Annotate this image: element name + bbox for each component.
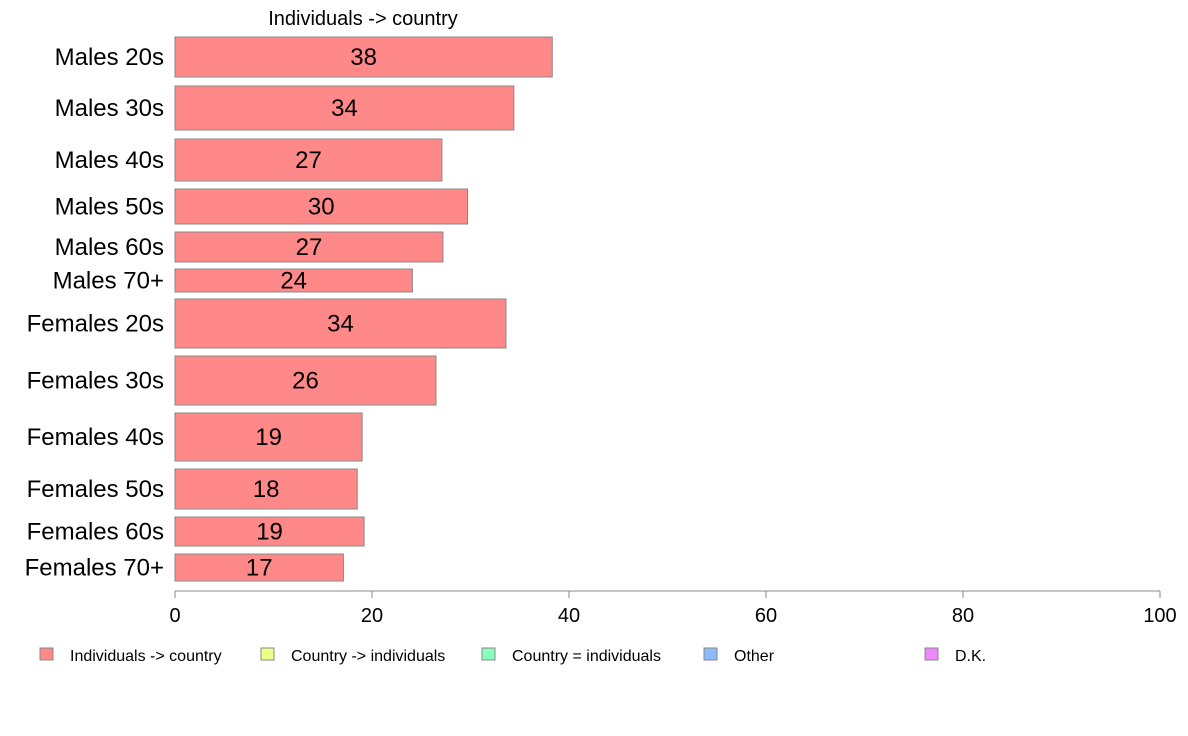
bar xyxy=(174,355,437,406)
bar-value-label: 26 xyxy=(292,368,319,395)
category-label: Males 20s xyxy=(55,44,164,71)
legend-label: Other xyxy=(734,648,775,665)
x-tick-label: 80 xyxy=(952,605,974,627)
category-label: Females 40s xyxy=(27,424,164,451)
bars-group: 38 Males 20s 34 Males 30s 27 Males 40s 30 Males… xyxy=(25,36,553,582)
bar-value-label: 18 xyxy=(253,476,280,503)
chart-title: Individuals -> country xyxy=(268,8,458,30)
legend: Individuals -> country Country -> individ… xyxy=(39,647,986,665)
x-tick-label: 40 xyxy=(558,605,580,627)
legend-label: Country -> individuals xyxy=(291,648,445,665)
bar xyxy=(174,36,553,78)
legend-swatch xyxy=(481,647,496,661)
category-label: Females 60s xyxy=(27,519,164,546)
bar xyxy=(174,412,363,462)
bar-value-label: 34 xyxy=(331,95,358,122)
bar xyxy=(174,231,444,263)
bar-value-label: 24 xyxy=(280,268,307,295)
x-tick-label: 100 xyxy=(1143,605,1176,627)
category-label: Males 70+ xyxy=(53,268,164,295)
bar-value-label: 19 xyxy=(256,519,283,546)
bar xyxy=(174,188,469,225)
bar-value-label: 27 xyxy=(296,234,323,261)
bar xyxy=(174,138,443,182)
category-label: Females 70+ xyxy=(25,555,164,582)
bar xyxy=(174,516,365,547)
bar xyxy=(174,268,413,293)
bar-value-label: 19 xyxy=(255,424,282,451)
legend-swatch xyxy=(39,647,54,661)
legend-swatch xyxy=(924,647,939,661)
legend-swatch xyxy=(260,647,275,661)
category-label: Females 50s xyxy=(27,476,164,503)
x-tick-label: 60 xyxy=(755,605,777,627)
category-label: Females 30s xyxy=(27,368,164,395)
bar-value-label: 30 xyxy=(308,194,335,221)
category-label: Males 60s xyxy=(55,234,164,261)
bar xyxy=(174,85,515,131)
legend-label: D.K. xyxy=(955,648,986,665)
category-label: Males 30s xyxy=(55,95,164,122)
legend-swatch xyxy=(703,647,718,661)
category-label: Females 20s xyxy=(27,311,164,338)
bar-value-label: 27 xyxy=(295,147,322,174)
legend-label: Country = individuals xyxy=(512,648,661,665)
x-axis: 0 20 40 60 80 100 xyxy=(169,590,1177,627)
bar-value-label: 38 xyxy=(350,44,377,71)
bar xyxy=(174,468,358,510)
category-label: Males 50s xyxy=(55,194,164,221)
legend-label: Individuals -> country xyxy=(70,648,222,665)
bar-value-label: 17 xyxy=(246,555,273,582)
category-label: Males 40s xyxy=(55,147,164,174)
bar xyxy=(174,298,507,349)
x-tick-label: 0 xyxy=(169,605,180,627)
bar xyxy=(174,553,344,582)
x-tick-label: 20 xyxy=(361,605,383,627)
bar-value-label: 34 xyxy=(327,311,354,338)
